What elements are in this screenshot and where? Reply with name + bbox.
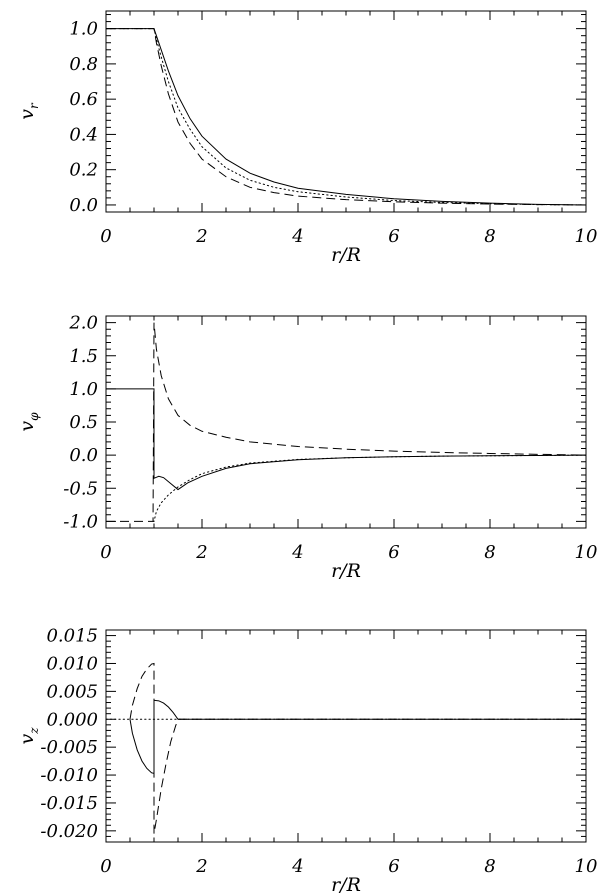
y-tick-label: 0.005 — [46, 681, 98, 702]
y-tick-label: 0.2 — [69, 160, 98, 181]
y-tick-label: 1.0 — [69, 19, 98, 40]
x-tick-label: 6 — [388, 542, 399, 563]
y-tick-label: 1.5 — [69, 346, 98, 367]
y-axis-label-sub: z — [27, 727, 41, 735]
x-tick-label: 6 — [388, 226, 399, 247]
x-tick-label: 4 — [291, 226, 303, 247]
x-tick-label: 4 — [291, 542, 303, 563]
y-tick-label: -0.005 — [40, 737, 98, 758]
series-line-dashed — [106, 322, 586, 522]
y-axis-label-main: v — [16, 734, 38, 745]
plot-frame — [105, 10, 587, 213]
y-tick-label: 0.0 — [69, 445, 98, 466]
x-tick-label: 0 — [100, 542, 111, 563]
y-tick-label: 1.0 — [69, 379, 98, 400]
x-tick-label: 2 — [195, 542, 207, 563]
y-axis-label-sub: φ — [27, 412, 41, 421]
plot-frame — [105, 315, 587, 529]
plot-frame — [105, 629, 587, 843]
series-line-solid — [106, 28, 586, 206]
x-tick-label: 8 — [484, 542, 495, 563]
x-axis-label: r/R — [331, 244, 361, 266]
y-axis-label: vr — [16, 102, 41, 120]
panel-3: 0 2 4 6 8 10 -0.020 -0.015 -0.010 -0.005 0.000 0.00… — [16, 626, 597, 893]
y-axis-label: vφ — [16, 412, 41, 432]
panel-2: 0 2 4 6 8 10 -1.0 -0.5 0.0 0.5 1.0 1.5 2.0 r/R vφ — [16, 313, 597, 582]
y-tick-label: 0.015 — [46, 626, 98, 647]
x-tick-label: 0 — [100, 856, 111, 877]
x-tick-label: 10 — [575, 856, 598, 877]
panel-1: 0 2 4 6 8 10 0.0 0.2 0.4 0.6 0.8 1.0 r/R vr — [16, 10, 598, 266]
y-tick-label: 0.010 — [46, 653, 98, 674]
y-tick-label: -0.015 — [40, 793, 98, 814]
y-tick-label: 0.8 — [69, 54, 98, 75]
series-line-dashed — [129, 662, 586, 834]
series-line-solid — [106, 388, 586, 491]
y-tick-label: 0.0 — [69, 195, 98, 216]
x-tick-label: 8 — [484, 856, 495, 877]
y-tick-label: -1.0 — [63, 511, 98, 532]
x-tick-label: 10 — [575, 542, 598, 563]
x-tick-label: 4 — [291, 856, 303, 877]
y-tick-label: -0.020 — [40, 821, 98, 842]
series-line-dotted — [106, 28, 586, 206]
y-tick-label: -0.010 — [40, 765, 98, 786]
x-tick-label: 0 — [100, 226, 111, 247]
y-axis-label-main: v — [16, 421, 38, 432]
y-axis-label-main: v — [16, 109, 38, 120]
x-tick-label: 2 — [195, 226, 207, 247]
y-axis-label: vz — [16, 727, 41, 745]
x-tick-label: 10 — [575, 226, 598, 247]
x-axis-label: r/R — [331, 874, 361, 893]
series-line-dotted — [152, 454, 586, 522]
y-axis-label-sub: r — [27, 102, 41, 109]
series-line-solid — [129, 699, 586, 775]
y-tick-label: -0.5 — [63, 478, 98, 499]
x-tick-label: 2 — [195, 856, 207, 877]
y-tick-label: 0.000 — [46, 709, 98, 730]
x-axis-label: r/R — [331, 560, 361, 582]
y-tick-label: 2.0 — [68, 313, 98, 334]
y-tick-label: 0.5 — [69, 412, 98, 433]
x-tick-label: 8 — [484, 226, 495, 247]
y-tick-label: 0.6 — [69, 89, 98, 110]
y-tick-label: 0.4 — [69, 124, 98, 145]
x-tick-label: 6 — [388, 856, 399, 877]
series-line-dashed — [106, 28, 586, 206]
